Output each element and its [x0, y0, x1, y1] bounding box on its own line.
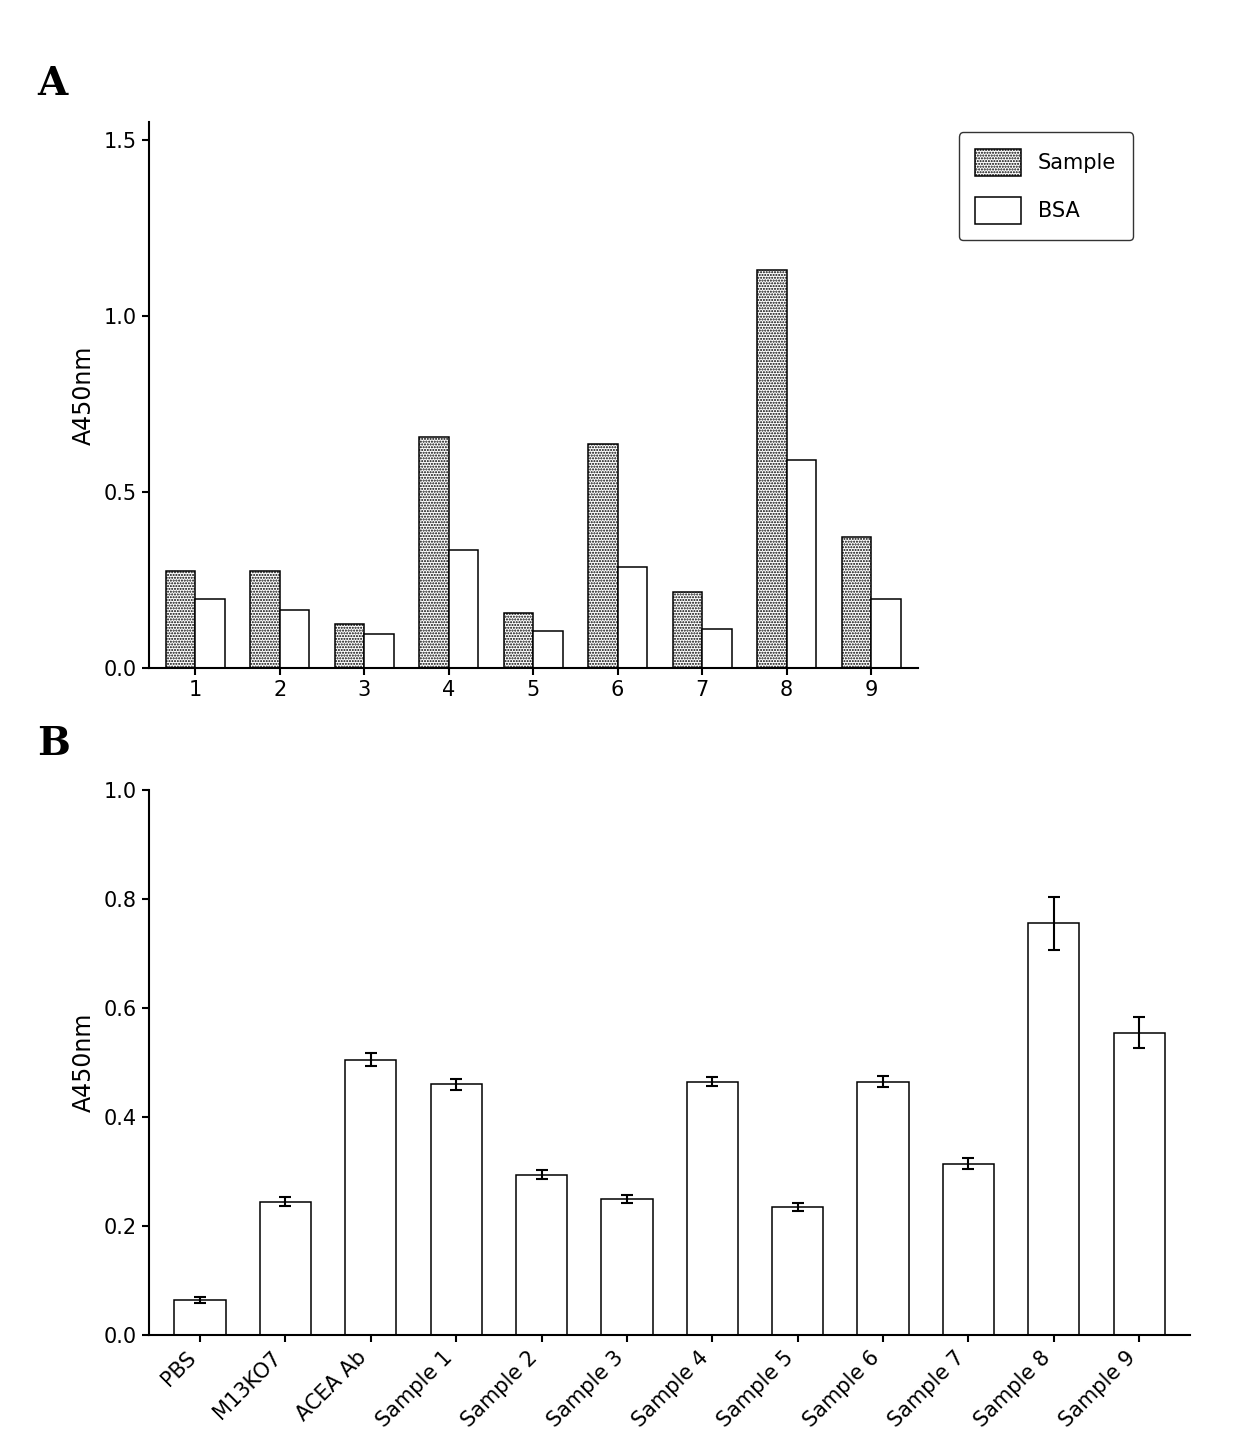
Bar [702, 629, 732, 668]
Bar [430, 1084, 482, 1335]
Text: A: A [37, 65, 67, 102]
Bar [618, 567, 647, 668]
Bar [872, 599, 900, 668]
Bar [758, 270, 786, 668]
Bar [601, 1199, 652, 1335]
Bar [842, 537, 872, 668]
Bar [449, 550, 479, 668]
Bar [533, 630, 563, 668]
Bar [175, 1300, 226, 1335]
Bar [687, 1081, 738, 1335]
Bar [419, 437, 449, 668]
Bar [588, 444, 618, 668]
Bar [786, 460, 816, 668]
Bar [857, 1081, 909, 1335]
Bar [1114, 1032, 1164, 1335]
Y-axis label: A450nm: A450nm [72, 1012, 95, 1113]
Bar [260, 1202, 311, 1335]
Bar [773, 1208, 823, 1335]
Bar [250, 572, 280, 668]
Bar [516, 1175, 567, 1335]
Y-axis label: A450nm: A450nm [72, 345, 95, 445]
Bar [345, 1060, 397, 1335]
Bar [195, 599, 224, 668]
Text: B: B [37, 725, 71, 763]
Bar [365, 635, 394, 668]
Bar [503, 613, 533, 668]
Legend: Sample, BSA: Sample, BSA [959, 132, 1133, 240]
Bar [942, 1163, 994, 1335]
Bar [1028, 923, 1079, 1335]
Bar [280, 610, 309, 668]
Bar [166, 572, 195, 668]
Bar [335, 623, 365, 668]
Bar [672, 592, 702, 668]
